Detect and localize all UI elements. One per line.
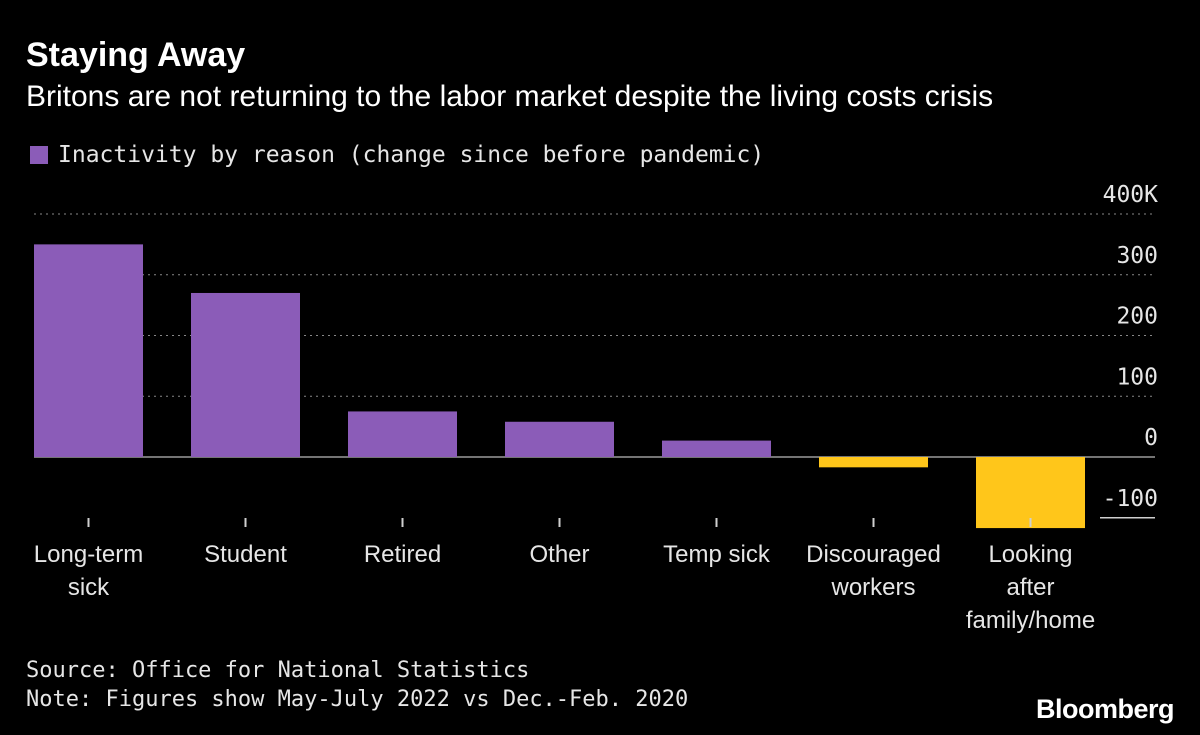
bar <box>191 292 300 457</box>
x-category-label: sick <box>68 574 110 601</box>
y-tick-label: 0 <box>1144 425 1158 451</box>
source-text: Source: Office for National Statistics <box>26 658 530 683</box>
bar <box>662 440 771 457</box>
x-category-label: workers <box>830 574 915 601</box>
y-tick-label: -100 <box>1103 486 1158 512</box>
legend: Inactivity by reason (change since befor… <box>30 142 764 168</box>
note-text: Note: Figures show May-July 2022 vs Dec.… <box>26 687 689 712</box>
x-category-label: Retired <box>364 541 441 568</box>
chart-title: Staying Away <box>26 36 246 74</box>
bar <box>976 457 1085 529</box>
bloomberg-logo: Bloomberg <box>1035 694 1175 724</box>
x-category-label: Temp sick <box>663 541 771 568</box>
x-category-label: Looking <box>988 541 1072 568</box>
bar <box>348 411 457 457</box>
x-category-label: family/home <box>966 607 1095 634</box>
legend-label: Inactivity by reason (change since befor… <box>58 142 765 168</box>
x-category-label: Discouraged <box>806 541 941 568</box>
y-tick-label: 400K <box>1103 182 1159 208</box>
chart-subtitle: Britons are not returning to the labor m… <box>26 80 994 113</box>
bar <box>34 244 143 457</box>
y-tick-label: 300 <box>1116 243 1158 269</box>
bar <box>505 421 614 457</box>
x-category-label: after <box>1006 574 1054 601</box>
legend-swatch <box>30 146 48 164</box>
bar <box>819 457 928 468</box>
x-category-label: Student <box>204 541 287 568</box>
y-tick-label: 100 <box>1116 364 1158 390</box>
x-category-label: Long-term <box>34 541 143 568</box>
y-tick-label: 200 <box>1116 304 1158 330</box>
x-category-label: Other <box>529 541 589 568</box>
